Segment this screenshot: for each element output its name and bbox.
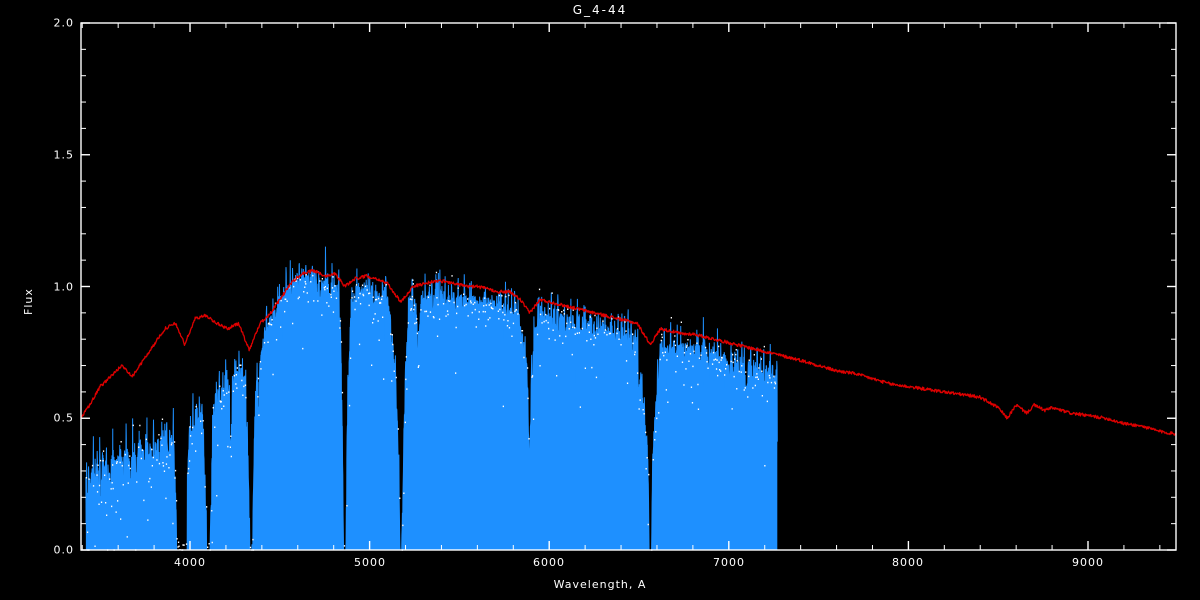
y-tick-label: 0.5: [53, 411, 74, 425]
x-tick-label: 9000: [1072, 556, 1104, 569]
y-tick-label: 1.0: [53, 280, 74, 294]
observed-points-layer: [85, 271, 777, 551]
x-tick-label: 6000: [533, 556, 565, 569]
x-tick-label: 5000: [354, 556, 386, 569]
y-tick-label: 2.0: [53, 16, 74, 30]
axes-frame: [80, 22, 1177, 551]
y-tick-label: 0.0: [53, 543, 74, 557]
model-template-line: [80, 268, 1177, 436]
x-tick-label: 4000: [174, 556, 206, 569]
x-axis-label: Wavelength, A: [553, 578, 647, 591]
spectrum-fill-layer: [85, 246, 778, 550]
observed-spectrum-line: [85, 246, 778, 551]
y-tick-label: 1.5: [53, 148, 74, 162]
x-tick-label: 8000: [892, 556, 924, 569]
x-tick-label: 7000: [713, 556, 745, 569]
page-title: G_4-44: [572, 3, 628, 17]
